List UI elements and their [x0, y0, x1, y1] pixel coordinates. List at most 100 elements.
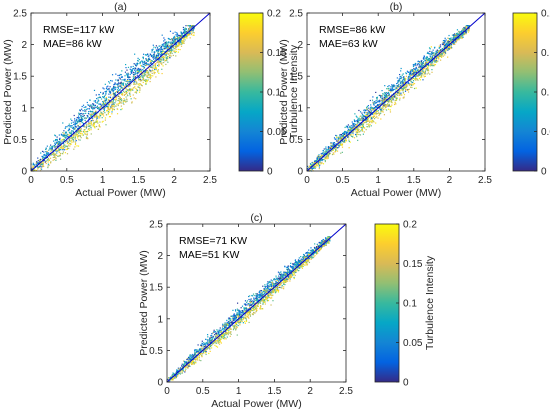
- scatter-point: [151, 72, 153, 74]
- scatter-point: [439, 55, 441, 57]
- scatter-point: [308, 165, 310, 167]
- scatter-point: [38, 166, 41, 168]
- scatter-point: [398, 91, 400, 94]
- scatter-point: [111, 103, 113, 105]
- scatter-point: [155, 58, 157, 61]
- scatter-point: [327, 147, 329, 149]
- y-tick-label: 2.5: [289, 9, 303, 20]
- scatter-point: [203, 352, 205, 354]
- scatter-point: [128, 78, 130, 81]
- scatter-point: [366, 108, 369, 110]
- scatter-point: [354, 129, 356, 131]
- scatter-point: [89, 99, 91, 101]
- scatter-point: [362, 119, 364, 121]
- scatter-point: [71, 135, 73, 137]
- scatter-point: [147, 79, 149, 81]
- scatter-point: [47, 165, 49, 167]
- scatter-point: [35, 163, 37, 165]
- scatter-point: [337, 139, 339, 141]
- scatter-point: [164, 51, 166, 53]
- scatter-point: [192, 29, 194, 31]
- scatter-point: [443, 49, 445, 51]
- scatter-point: [380, 108, 382, 110]
- scatter-point: [80, 116, 82, 118]
- scatter-point: [175, 55, 177, 57]
- scatter-point: [174, 46, 176, 48]
- scatter-point: [118, 98, 120, 100]
- scatter-point: [165, 41, 168, 43]
- scatter-point: [387, 105, 389, 107]
- scatter-point: [171, 44, 173, 46]
- scatter-point: [388, 94, 390, 96]
- scatter-point: [405, 73, 408, 75]
- scatter-point: [451, 43, 453, 46]
- scatter-point: [386, 100, 389, 102]
- scatter-point: [335, 143, 337, 145]
- scatter-point: [95, 121, 97, 123]
- scatter-point: [436, 61, 438, 63]
- scatter-point: [108, 81, 110, 83]
- scatter-point: [396, 85, 398, 87]
- scatter-point: [350, 129, 352, 131]
- scatter-point: [422, 66, 424, 68]
- scatter-point: [311, 164, 313, 166]
- scatter-point: [39, 163, 41, 165]
- scatter-point: [314, 165, 316, 167]
- scatter-point: [141, 73, 143, 75]
- scatter-point: [192, 31, 194, 33]
- scatter-point: [464, 28, 466, 30]
- scatter-point: [423, 74, 425, 76]
- scatter-point: [168, 50, 170, 52]
- scatter-point: [82, 122, 85, 125]
- scatter-point: [173, 41, 175, 43]
- scatter-point: [104, 91, 106, 93]
- scatter-point: [397, 94, 399, 97]
- scatter-point: [365, 109, 367, 111]
- scatter-point: [176, 45, 178, 47]
- scatter-point: [343, 141, 345, 143]
- scatter-point: [179, 41, 181, 43]
- scatter-point: [82, 104, 85, 106]
- scatter-point: [80, 117, 83, 119]
- scatter-point: [372, 115, 375, 117]
- scatter-point: [412, 69, 414, 71]
- scatter-point: [176, 45, 178, 47]
- scatter-point: [270, 293, 272, 295]
- scatter-point: [195, 354, 197, 356]
- scatter-point: [347, 128, 350, 131]
- scatter-point: [140, 68, 142, 70]
- scatter-point: [161, 44, 163, 46]
- scatter-point: [190, 31, 192, 33]
- scatter-point: [54, 153, 56, 155]
- scatter-point: [107, 107, 109, 110]
- scatter-point: [99, 107, 102, 110]
- scatter-point: [177, 51, 179, 53]
- scatter-point: [151, 67, 153, 69]
- scatter-point: [322, 159, 324, 161]
- scatter-point: [172, 38, 174, 41]
- scatter-point: [140, 78, 142, 81]
- scatter-point: [132, 73, 135, 75]
- scatter-point: [51, 153, 53, 155]
- scatter-point: [142, 79, 144, 81]
- scatter-point: [66, 126, 68, 128]
- scatter-point: [433, 54, 435, 56]
- scatter-point: [400, 67, 402, 70]
- scatter-point: [102, 96, 104, 98]
- scatter-point: [415, 87, 417, 89]
- scatter-point: [66, 134, 68, 136]
- scatter-point: [113, 108, 115, 110]
- scatter-point: [143, 74, 145, 77]
- scatter-point: [384, 97, 386, 99]
- scatter-point: [135, 79, 137, 81]
- scatter-point: [395, 87, 397, 89]
- scatter-point: [448, 34, 450, 37]
- scatter-point: [146, 63, 148, 65]
- scatter-point: [350, 130, 352, 132]
- scatter-point: [435, 60, 437, 62]
- scatter-point: [87, 123, 89, 125]
- scatter-point: [239, 319, 241, 321]
- scatter-point: [92, 104, 94, 107]
- scatter-point: [98, 100, 100, 102]
- scatter-point: [40, 166, 42, 168]
